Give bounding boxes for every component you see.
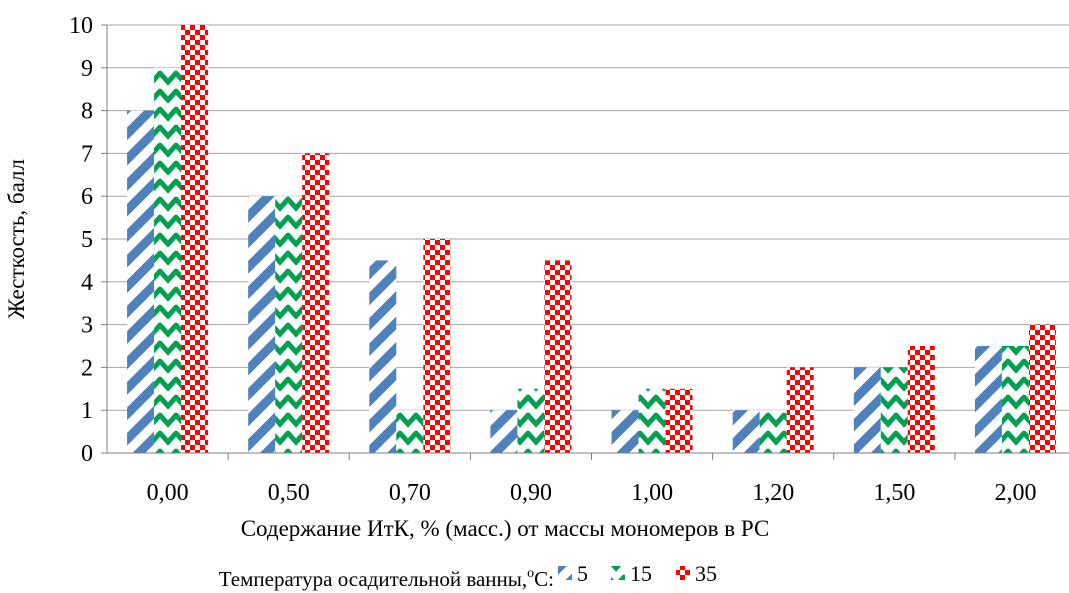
bar-series-5-8 (974, 346, 1002, 453)
bar-series-5-2 (248, 196, 276, 453)
legend-title: Температура осадительной ванны,oC: (219, 566, 554, 591)
bar-series-5-1 (127, 110, 155, 453)
bar-series-5-4 (490, 410, 518, 453)
bar-series-15-7 (880, 367, 908, 453)
bar-series-15-2 (275, 196, 303, 453)
bar-series-35-6 (786, 367, 814, 453)
y-tick-label: 10 (69, 13, 93, 39)
bars-group (127, 25, 1056, 454)
legend-swatch-5 (558, 566, 572, 580)
bar-series-15-6 (759, 410, 787, 453)
x-tick-label: 0,00 (147, 480, 189, 506)
bar-series-15-8 (1001, 346, 1029, 453)
y-tick-label: 4 (81, 270, 93, 296)
y-tick-label: 1 (81, 398, 93, 424)
bar-series-15-3 (396, 410, 424, 453)
legend-items: 5 15 35 (558, 561, 717, 586)
bar-series-35-5 (665, 388, 693, 453)
legend-swatch-15 (611, 566, 625, 580)
x-tick-labels: 0,00 0,50 0,70 0,90 1,00 1,20 1,50 2,00 (147, 453, 1036, 506)
x-axis-label: Содержание ИтК, % (масс.) от массы моном… (241, 516, 770, 541)
bar-series-5-3 (369, 260, 397, 453)
y-tick-label: 3 (81, 313, 93, 339)
bar-series-15-1 (154, 67, 182, 454)
y-axis-label: Жесткость, балл (4, 159, 29, 319)
y-tick-label: 6 (81, 184, 93, 210)
x-tick-label: 1,50 (873, 480, 915, 506)
y-tick-label: 7 (81, 141, 93, 167)
bar-series-5-6 (732, 410, 760, 453)
bar-series-15-5 (638, 388, 666, 453)
legend-swatch-35 (676, 566, 690, 580)
x-tick-label: 0,70 (389, 480, 431, 506)
bar-series-35-2 (302, 153, 330, 453)
legend-label-15: 15 (630, 561, 652, 586)
bar-series-5-5 (611, 410, 639, 453)
legend-title-main: Температура осадительной ванны, (219, 567, 527, 591)
x-tick-label: 2,00 (994, 480, 1036, 506)
bar-series-35-4 (544, 260, 572, 453)
bar-series-35-1 (181, 25, 209, 453)
y-tick-label: 8 (81, 99, 93, 125)
y-tick-labels: 0 1 2 3 4 5 6 7 8 9 10 (69, 13, 107, 467)
bar-series-35-3 (423, 239, 451, 453)
y-tick-label: 0 (81, 441, 93, 467)
bar-series-5-7 (853, 367, 881, 453)
bar-series-35-7 (907, 346, 935, 453)
legend-title-unit: C: (534, 567, 554, 591)
bar-series-15-4 (517, 388, 545, 453)
x-tick-label: 0,50 (268, 480, 310, 506)
legend-label-5: 5 (577, 561, 588, 586)
legend-label-35: 35 (695, 561, 717, 586)
y-tick-label: 9 (81, 56, 93, 82)
x-tick-label: 1,00 (631, 480, 673, 506)
y-tick-label: 5 (81, 227, 93, 253)
y-tick-label: 2 (81, 355, 93, 381)
legend: Температура осадительной ванны,oC: 5 15 35 (219, 561, 717, 591)
legend-title-sup: o (527, 566, 534, 581)
x-tick-label: 0,90 (510, 480, 552, 506)
bar-series-35-8 (1028, 324, 1056, 453)
x-tick-label: 1,20 (752, 480, 794, 506)
